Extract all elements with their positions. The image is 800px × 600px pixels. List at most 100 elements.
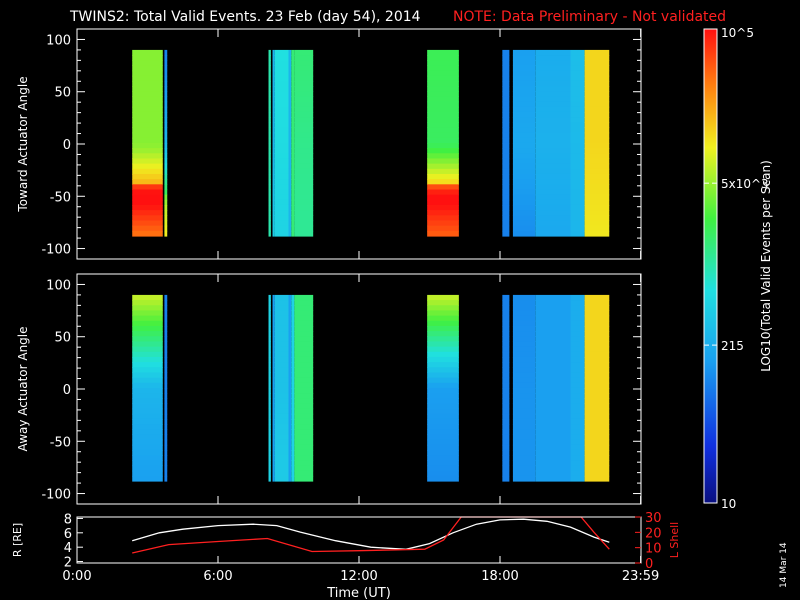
heatmap-cell bbox=[294, 387, 314, 394]
heatmap-cell bbox=[427, 418, 459, 425]
heatmap-cell bbox=[502, 465, 510, 472]
heatmap-cell bbox=[272, 127, 275, 134]
heatmap-cell bbox=[427, 117, 459, 123]
heatmap-cell bbox=[294, 362, 314, 368]
heatmap-cell bbox=[132, 475, 163, 482]
heatmap-cell bbox=[164, 137, 168, 144]
heatmap-cell bbox=[427, 398, 459, 405]
heatmap-cell bbox=[291, 387, 295, 394]
heatmap-cell bbox=[427, 294, 459, 301]
heatmap-cell bbox=[274, 65, 289, 72]
heatmap-cell bbox=[132, 101, 163, 108]
heatmap-cell bbox=[584, 163, 610, 170]
heatmap-cell bbox=[584, 75, 610, 82]
heatmap-cell bbox=[291, 294, 295, 301]
heatmap-cell bbox=[274, 393, 289, 399]
heatmap-segment bbox=[502, 294, 510, 482]
heatmap-cell bbox=[584, 449, 610, 456]
heatmap-cell bbox=[535, 117, 571, 123]
heatmap-cell bbox=[535, 300, 571, 306]
heatmap-cell bbox=[427, 65, 459, 72]
heatmap-cell bbox=[427, 230, 459, 237]
heatmap-cell bbox=[294, 117, 314, 123]
heatmap-segment bbox=[268, 49, 271, 237]
heatmap-cell bbox=[268, 429, 271, 436]
heatmap-cell bbox=[294, 398, 314, 405]
heatmap-cell bbox=[164, 305, 168, 312]
heatmap-cell bbox=[291, 117, 295, 123]
heatmap-cell bbox=[164, 455, 168, 461]
heatmap-cell bbox=[272, 336, 275, 343]
heatmap-cell bbox=[274, 418, 289, 425]
heatmap-cell bbox=[274, 413, 289, 420]
heatmap-cell bbox=[427, 127, 459, 134]
heatmap-cell bbox=[272, 346, 275, 353]
heatmap-cell bbox=[512, 429, 536, 436]
heatmap-cell bbox=[291, 315, 295, 322]
heatmap-cell bbox=[512, 382, 536, 389]
heatmap-cell bbox=[294, 148, 314, 154]
lshell-tick-label: 0 bbox=[645, 557, 653, 572]
heatmap-cell bbox=[502, 148, 510, 154]
heatmap-cell bbox=[272, 418, 275, 425]
toward-y-ticks: 100 50 0 -50 -100 bbox=[41, 28, 642, 260]
heatmap-cell bbox=[291, 408, 295, 415]
heatmap-cell bbox=[268, 336, 271, 343]
heatmap-cell bbox=[427, 413, 459, 420]
heatmap-cell bbox=[132, 225, 163, 232]
heatmap-cell bbox=[512, 455, 536, 461]
heatmap-cell bbox=[288, 346, 292, 353]
heatmap-cell bbox=[164, 403, 168, 410]
heatmap-cell bbox=[427, 148, 459, 154]
heatmap-cell bbox=[132, 194, 163, 201]
heatmap-cell bbox=[427, 106, 459, 113]
heatmap-cell bbox=[288, 101, 292, 108]
heatmap-cell bbox=[427, 199, 459, 206]
heatmap-cell bbox=[584, 122, 610, 129]
heatmap-cell bbox=[274, 132, 289, 139]
heatmap-cell bbox=[274, 86, 289, 92]
heatmap-cell bbox=[272, 294, 275, 301]
heatmap-cell bbox=[427, 60, 459, 67]
heatmap-cell bbox=[584, 158, 610, 165]
heatmap-cell bbox=[584, 194, 610, 201]
lshell-tick-label: 20 bbox=[645, 526, 662, 541]
heatmap-cell bbox=[291, 305, 295, 312]
heatmap-cell bbox=[427, 137, 459, 144]
heatmap-cell bbox=[584, 199, 610, 206]
heatmap-cell bbox=[570, 101, 585, 108]
heatmap-cell bbox=[427, 163, 459, 170]
heatmap-cell bbox=[512, 305, 536, 312]
heatmap-cell bbox=[272, 341, 275, 348]
heatmap-cell bbox=[584, 336, 610, 343]
heatmap-cell bbox=[294, 204, 314, 211]
heatmap-cell bbox=[268, 393, 271, 399]
heatmap-cell bbox=[584, 80, 610, 87]
heatmap-cell bbox=[502, 96, 510, 103]
heatmap-cell bbox=[164, 377, 168, 384]
heatmap-cell bbox=[291, 449, 295, 456]
heatmap-cell bbox=[570, 377, 585, 384]
heatmap-cell bbox=[132, 351, 163, 358]
heatmap-cell bbox=[535, 184, 571, 191]
heatmap-cell bbox=[502, 111, 510, 118]
heatmap-cell bbox=[272, 372, 275, 379]
heatmap-cell bbox=[132, 179, 163, 185]
heatmap-cell bbox=[294, 65, 314, 72]
heatmap-cell bbox=[288, 179, 292, 185]
heatmap-cell bbox=[164, 393, 168, 399]
heatmap-cell bbox=[570, 300, 585, 306]
heatmap-cell bbox=[268, 220, 271, 227]
heatmap-cell bbox=[584, 204, 610, 211]
heatmap-cell bbox=[427, 184, 459, 191]
heatmap-cell bbox=[535, 331, 571, 337]
heatmap-cell bbox=[272, 137, 275, 144]
heatmap-cell bbox=[294, 179, 314, 185]
heatmap-cell bbox=[274, 163, 289, 170]
heatmap-cell bbox=[288, 96, 292, 103]
heatmap-cell bbox=[274, 294, 289, 301]
heatmap-cell bbox=[132, 403, 163, 410]
x-tick-label: 23:59 bbox=[622, 569, 659, 584]
heatmap-cell bbox=[291, 101, 295, 108]
